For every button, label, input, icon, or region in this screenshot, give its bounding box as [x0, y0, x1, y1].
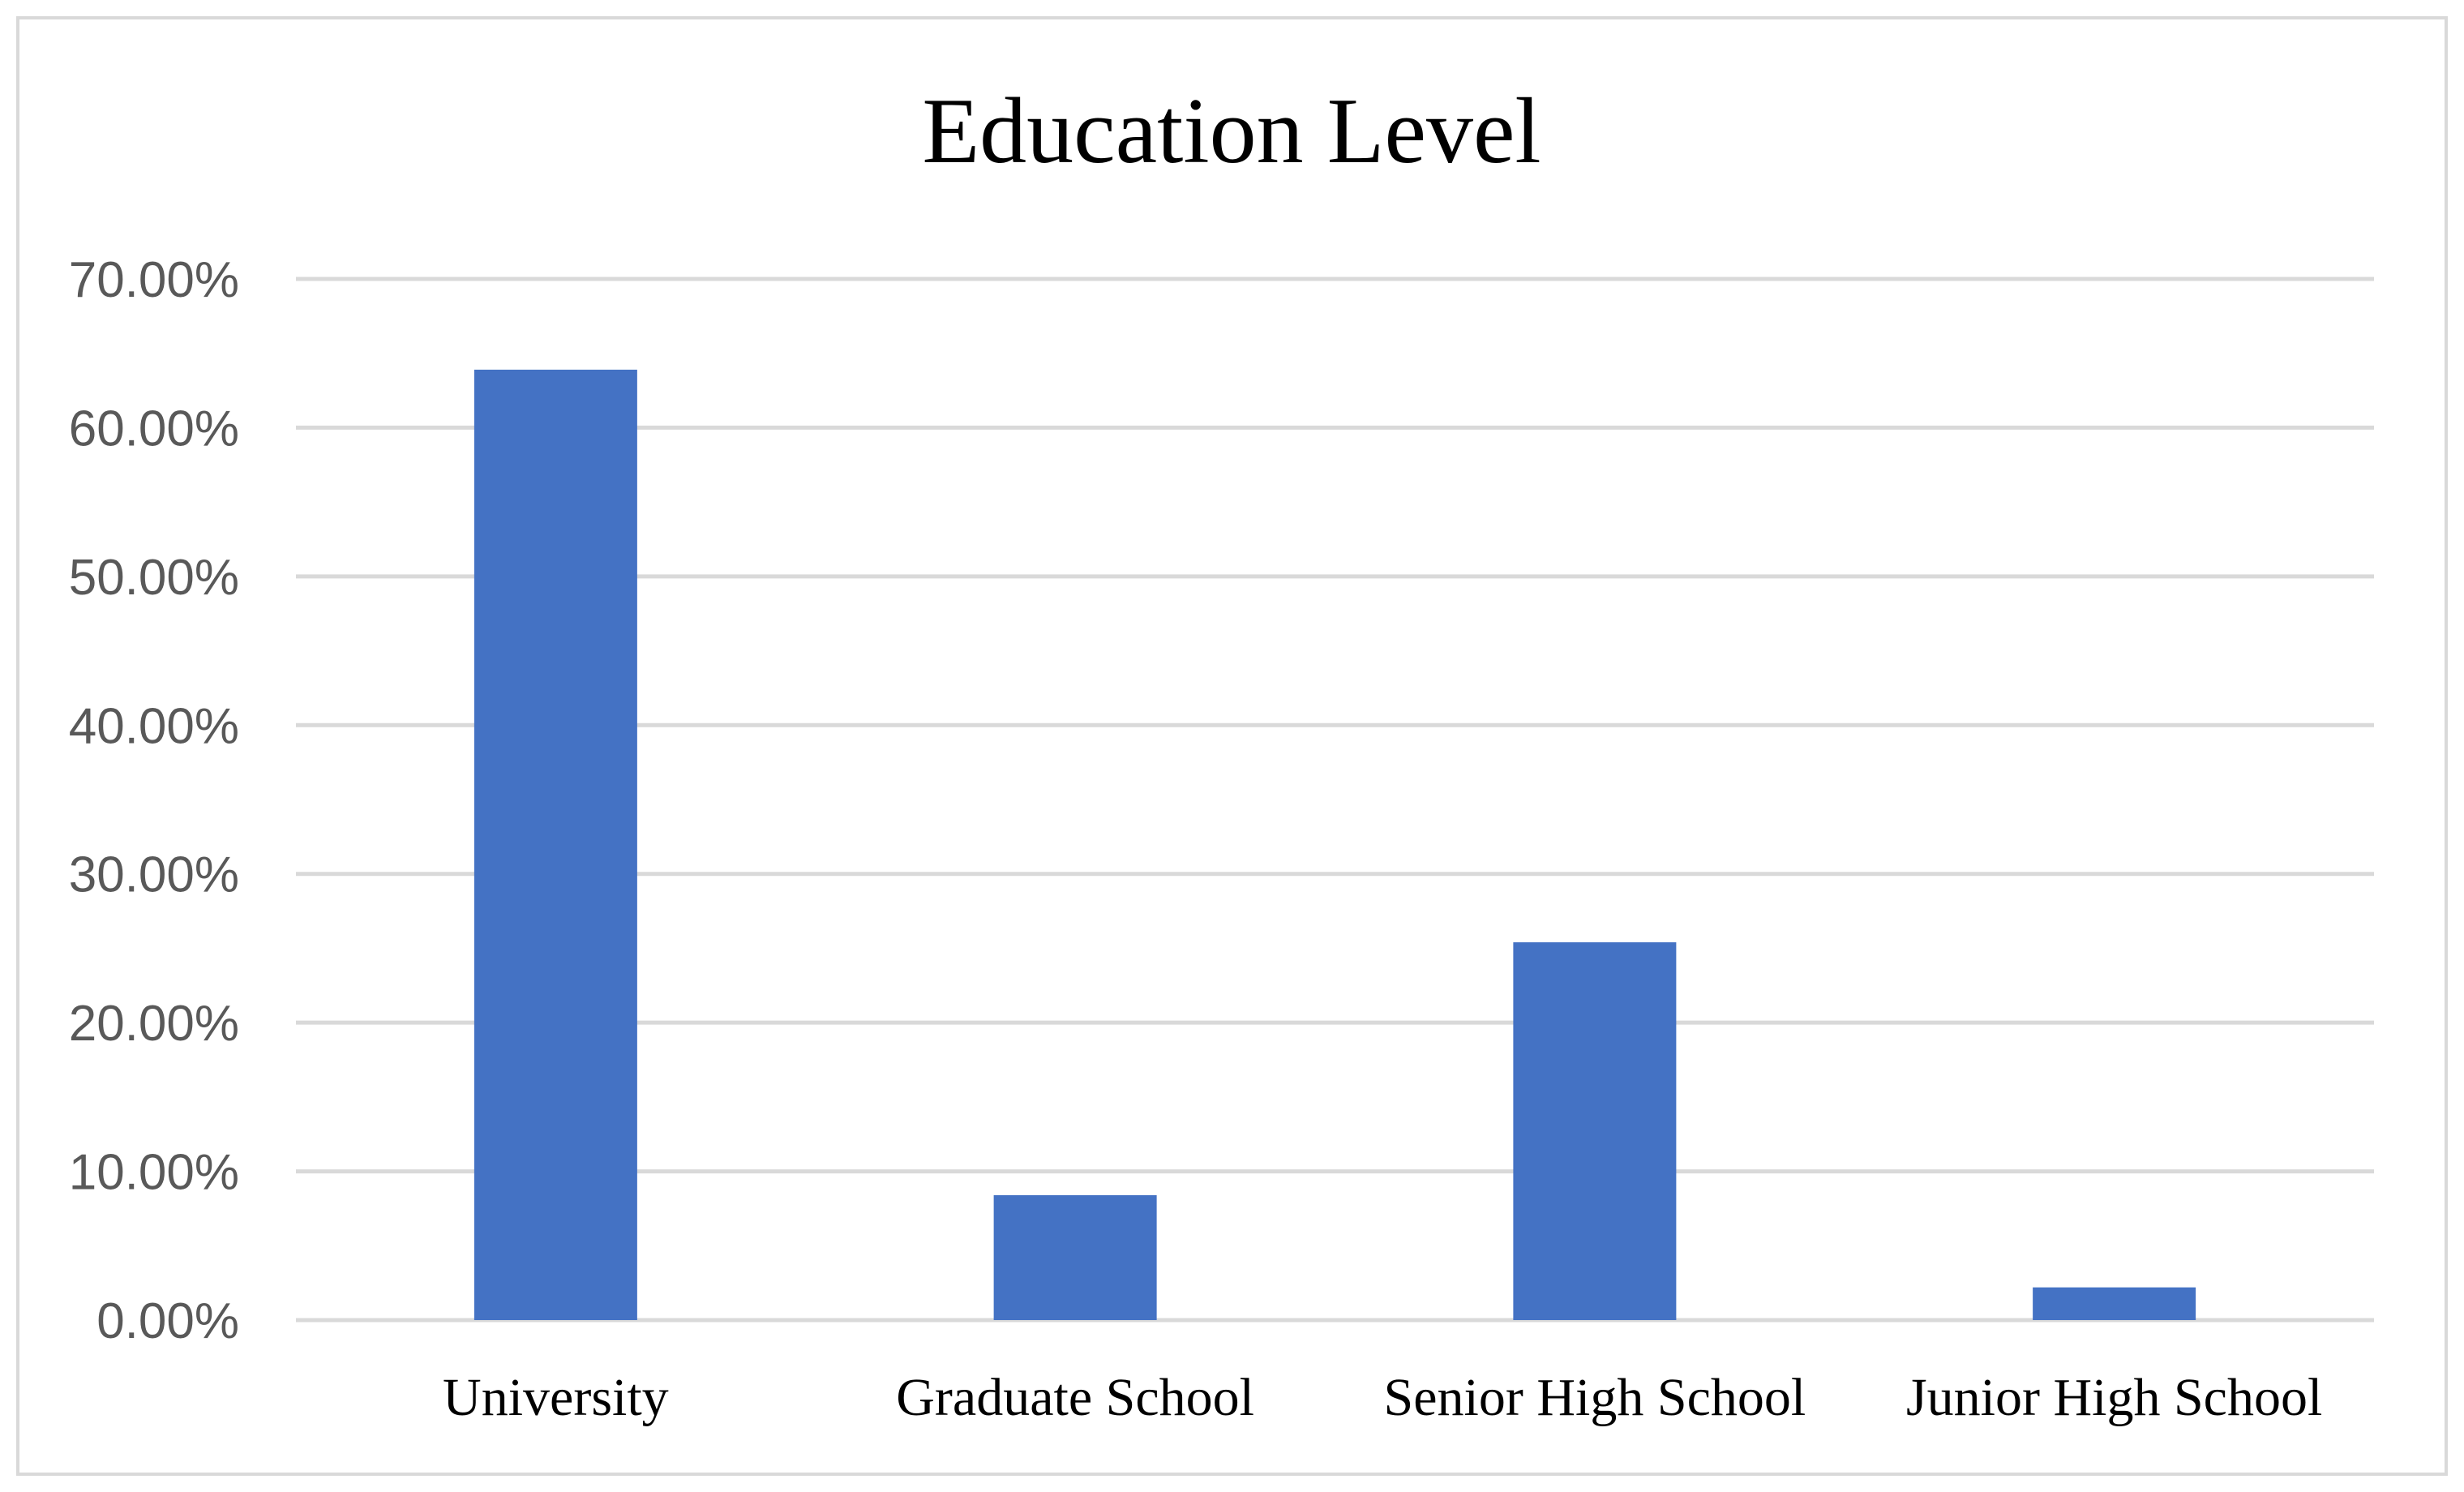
bar-graduate-school [993, 1194, 1157, 1320]
bar-junior-high-school [2033, 1287, 2196, 1320]
x-tick-label: Graduate School [896, 1368, 1254, 1427]
y-tick-label: 60.00% [69, 401, 239, 457]
chart-title: Education Level [922, 79, 1541, 183]
bars [474, 369, 2196, 1321]
y-tick-label: 10.00% [69, 1145, 239, 1201]
y-tick-label: 40.00% [69, 698, 239, 754]
chart-frame [16, 16, 2448, 1476]
gridlines [296, 277, 2374, 1323]
y-axis-tick-labels: 0.00% 10.00% 20.00% 30.00% 40.00% 50.00% 60.00… [69, 252, 239, 1349]
x-axis-tick-labels: University Graduate School Senior High Sch… [443, 1368, 2322, 1427]
x-tick-label: Junior High School [1906, 1368, 2322, 1427]
y-tick-label: 30.00% [69, 847, 239, 903]
y-tick-label: 50.00% [69, 550, 239, 606]
y-tick-label: 20.00% [69, 996, 239, 1052]
y-tick-label: 0.00% [96, 1293, 239, 1349]
x-tick-label: University [443, 1368, 669, 1427]
x-tick-label: Senior High School [1384, 1368, 1806, 1427]
y-tick-label: 70.00% [69, 252, 239, 308]
bar-university [474, 369, 637, 1321]
bar-senior-high-school [1513, 942, 1677, 1320]
